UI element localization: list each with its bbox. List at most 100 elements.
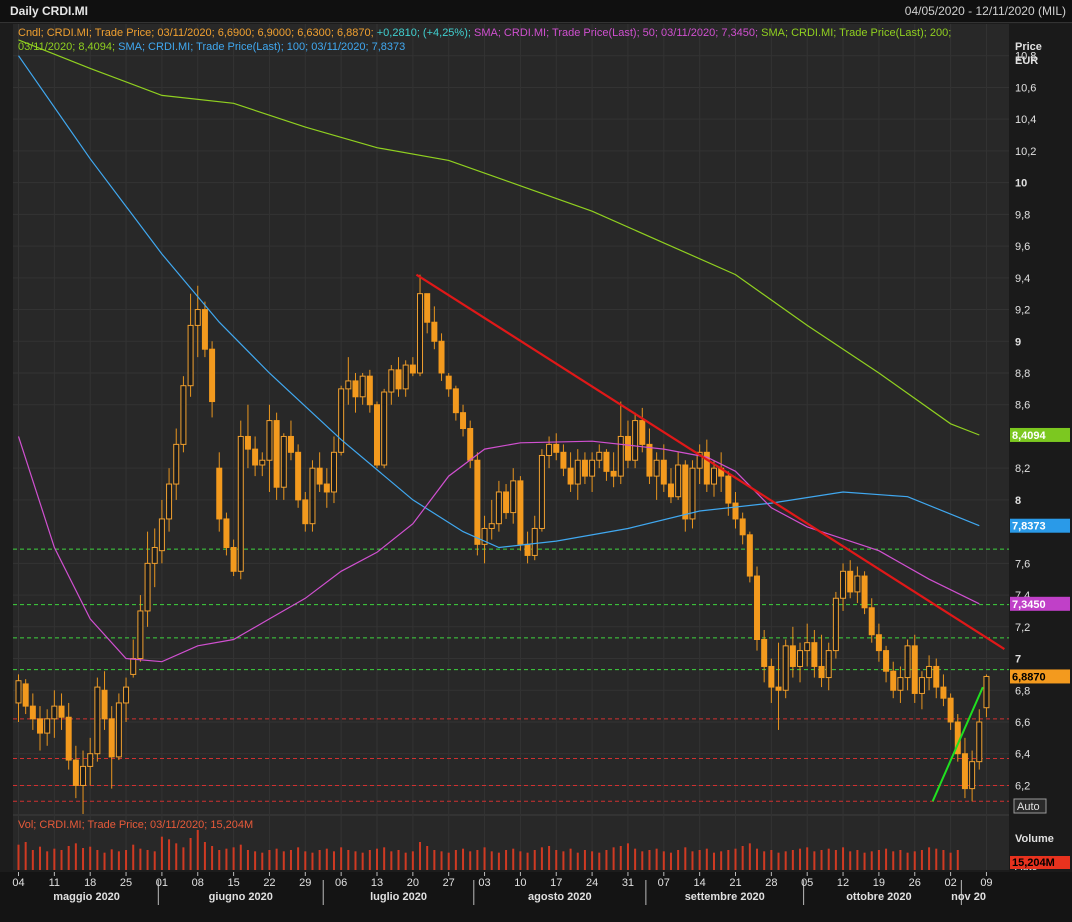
candle-body-up: [825, 650, 832, 679]
price-tick-label: 9: [1015, 336, 1021, 348]
candle-body-up: [675, 464, 682, 498]
candle-body-down: [875, 634, 882, 652]
date-tick-label: 11: [49, 877, 60, 889]
trend-line: [415, 273, 1005, 650]
candle-body-down: [216, 467, 223, 520]
candle-body-down: [811, 642, 818, 667]
candle-body-down: [667, 483, 674, 498]
volume-bar: [885, 848, 888, 870]
candle-body-up: [402, 364, 409, 390]
candle-body-up: [51, 705, 58, 720]
candle-body-up: [969, 761, 976, 790]
candle-body-down: [72, 759, 79, 786]
candle-body-up: [144, 562, 151, 612]
candle-body-up: [546, 443, 553, 456]
date-tick-label: 24: [586, 877, 598, 889]
date-tick-label: 14: [694, 877, 706, 889]
volume-bar: [548, 846, 551, 870]
candle-body-up: [345, 380, 352, 390]
candle-body-down: [503, 491, 510, 514]
volume-bar: [125, 850, 128, 870]
candle-body-up: [187, 324, 194, 387]
volume-bar: [376, 848, 378, 870]
date-axis-months: maggio 2020 giugno 2020 luglio 2020 agosto …: [53, 891, 986, 903]
candle-body-down: [646, 443, 653, 477]
volume-bar: [239, 844, 242, 870]
volume-bar: [404, 852, 407, 870]
volume-bar: [110, 849, 113, 870]
volume-bar: [677, 850, 680, 870]
volume-bar: [842, 847, 845, 870]
price-tick-label: 8,6: [1015, 400, 1030, 412]
price-tick-label: 10,8: [1015, 51, 1036, 63]
date-tick-label: 22: [263, 877, 275, 889]
candle-body-down: [732, 502, 739, 520]
candle-body-up: [510, 480, 517, 514]
volume-bar: [928, 847, 931, 870]
volume-bar: [211, 846, 214, 870]
candle-body-up: [710, 467, 717, 485]
volume-bar: [734, 848, 737, 870]
candle-body-up: [158, 518, 165, 552]
price-tick-label: 6,8: [1015, 685, 1030, 697]
volume-bar: [799, 848, 802, 870]
auto-scale-button[interactable]: [1013, 798, 1047, 814]
price-tick-label: 6,6: [1015, 717, 1030, 729]
volume-bar: [619, 846, 622, 870]
volume-bar: [942, 850, 945, 870]
candle-body-down: [883, 650, 890, 672]
candle-body-down: [861, 575, 868, 609]
volume-bar: [462, 848, 465, 870]
candle-body-down: [287, 435, 294, 453]
candle-body-down: [22, 683, 29, 707]
date-tick-label: 15: [227, 877, 239, 889]
volume-bar: [17, 844, 20, 870]
candle-body-down: [65, 716, 72, 761]
volume-bar: [60, 850, 63, 870]
date-tick-label: 29: [299, 877, 311, 889]
candle-body-up: [804, 642, 811, 652]
volume-bar: [669, 852, 672, 870]
date-tick-label: 31: [622, 877, 634, 889]
volume-bar: [454, 850, 457, 870]
volume-bar: [583, 850, 586, 870]
volume-bar: [160, 836, 163, 870]
candle-body-down: [847, 570, 854, 593]
candle-body-up: [617, 435, 624, 477]
volume-bar: [576, 852, 579, 870]
price-axis-unit: EUR: [1015, 55, 1038, 67]
volume-bar: [806, 847, 809, 870]
volume-bar: [698, 850, 701, 870]
volume-bar: [612, 847, 615, 870]
volume-bar: [304, 851, 307, 870]
auto-scale-label[interactable]: Auto: [1017, 801, 1040, 813]
volume-bar: [440, 851, 443, 870]
volume-bar: [856, 850, 859, 870]
volume-bar: [877, 850, 880, 870]
price-tick-label: 10,2: [1015, 146, 1036, 158]
candle-body-down: [639, 420, 646, 445]
price-tick-label: 10: [1015, 178, 1027, 190]
candle-body-up: [87, 753, 94, 767]
volume-bar: [591, 851, 594, 870]
date-tick-label: 01: [156, 877, 168, 889]
candle-body-down: [295, 451, 302, 501]
candle-body-down: [933, 665, 940, 688]
volume-bar: [318, 850, 321, 870]
candle-body-down: [209, 348, 216, 403]
candle-body-down: [467, 428, 474, 461]
volume-bar: [225, 848, 228, 870]
candle-body-down: [438, 340, 445, 374]
legend-part-leg1-2: SMA; CRDI.MI; Trade Price(Last); 50; 03/…: [474, 27, 761, 39]
candle-body-down: [37, 718, 44, 734]
volume-bar: [712, 852, 715, 870]
legend-line-2: 03/11/2020; 8,4094; SMA; CRDI.MI; Trade …: [18, 41, 405, 53]
candle-body-up: [15, 680, 22, 704]
volume-bar: [117, 851, 120, 870]
price-badge-bg: [1010, 518, 1070, 533]
volume-bar: [490, 851, 493, 870]
candle-body-down: [445, 375, 452, 390]
candle-body-down: [323, 483, 330, 493]
price-tick-label: 9,8: [1015, 209, 1030, 221]
